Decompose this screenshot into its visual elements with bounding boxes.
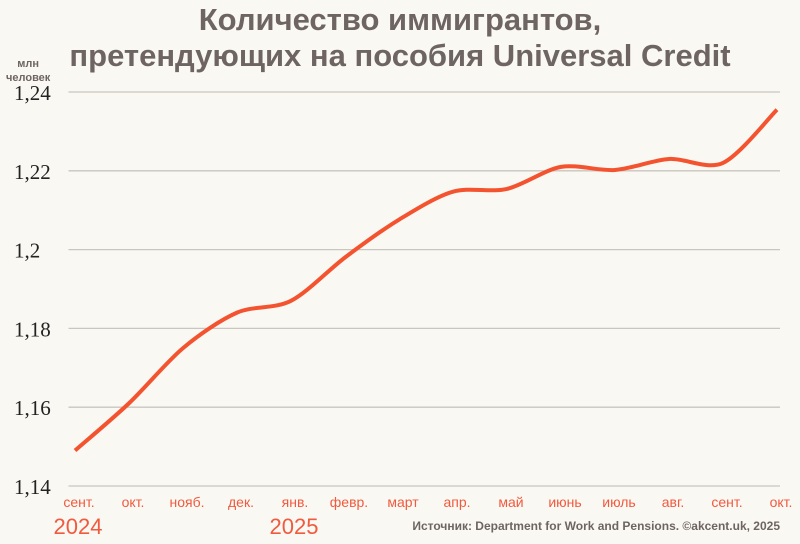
title-line-1: Количество иммигрантов, bbox=[198, 2, 602, 37]
series-line bbox=[73, 108, 779, 453]
y-axis-unit: млн человек bbox=[6, 57, 50, 85]
x-tick-label: май bbox=[498, 494, 523, 510]
y-tick-label: 1,24 bbox=[14, 81, 51, 105]
x-tick-label: авг. bbox=[662, 494, 685, 510]
x-tick-label: июнь bbox=[548, 494, 581, 510]
y-tick-label: 1,18 bbox=[14, 317, 51, 341]
x-tick-label: февр. bbox=[330, 494, 368, 510]
x-tick-label: апр. bbox=[443, 494, 470, 510]
year-label: 2025 bbox=[270, 514, 319, 539]
x-tick-label: март bbox=[387, 494, 419, 510]
x-tick-label: дек. bbox=[228, 494, 254, 510]
x-tick-label: сент. bbox=[711, 494, 742, 510]
x-tick-label: янв. bbox=[282, 494, 309, 510]
x-tick-label: июль bbox=[602, 494, 635, 510]
unit-line-1: млн bbox=[17, 58, 40, 70]
x-tick-label: окт. bbox=[770, 494, 793, 510]
y-tick-label: 1,14 bbox=[14, 475, 51, 499]
year-label: 2024 bbox=[54, 514, 103, 539]
x-tick-label: нояб. bbox=[169, 494, 204, 510]
source-note: Источник: Department for Work and Pensio… bbox=[412, 519, 780, 533]
chart-title: Количество иммигрантов, претендующих на … bbox=[0, 2, 800, 74]
x-tick-label: сент. bbox=[63, 494, 94, 510]
title-line-2: претендующих на пособия Universal Credit bbox=[69, 38, 731, 73]
y-tick-label: 1,2 bbox=[14, 239, 40, 263]
unit-line-2: человек bbox=[6, 72, 51, 84]
y-tick-label: 1,16 bbox=[14, 396, 51, 420]
y-tick-label: 1,22 bbox=[14, 160, 51, 184]
x-tick-label: окт. bbox=[122, 494, 145, 510]
